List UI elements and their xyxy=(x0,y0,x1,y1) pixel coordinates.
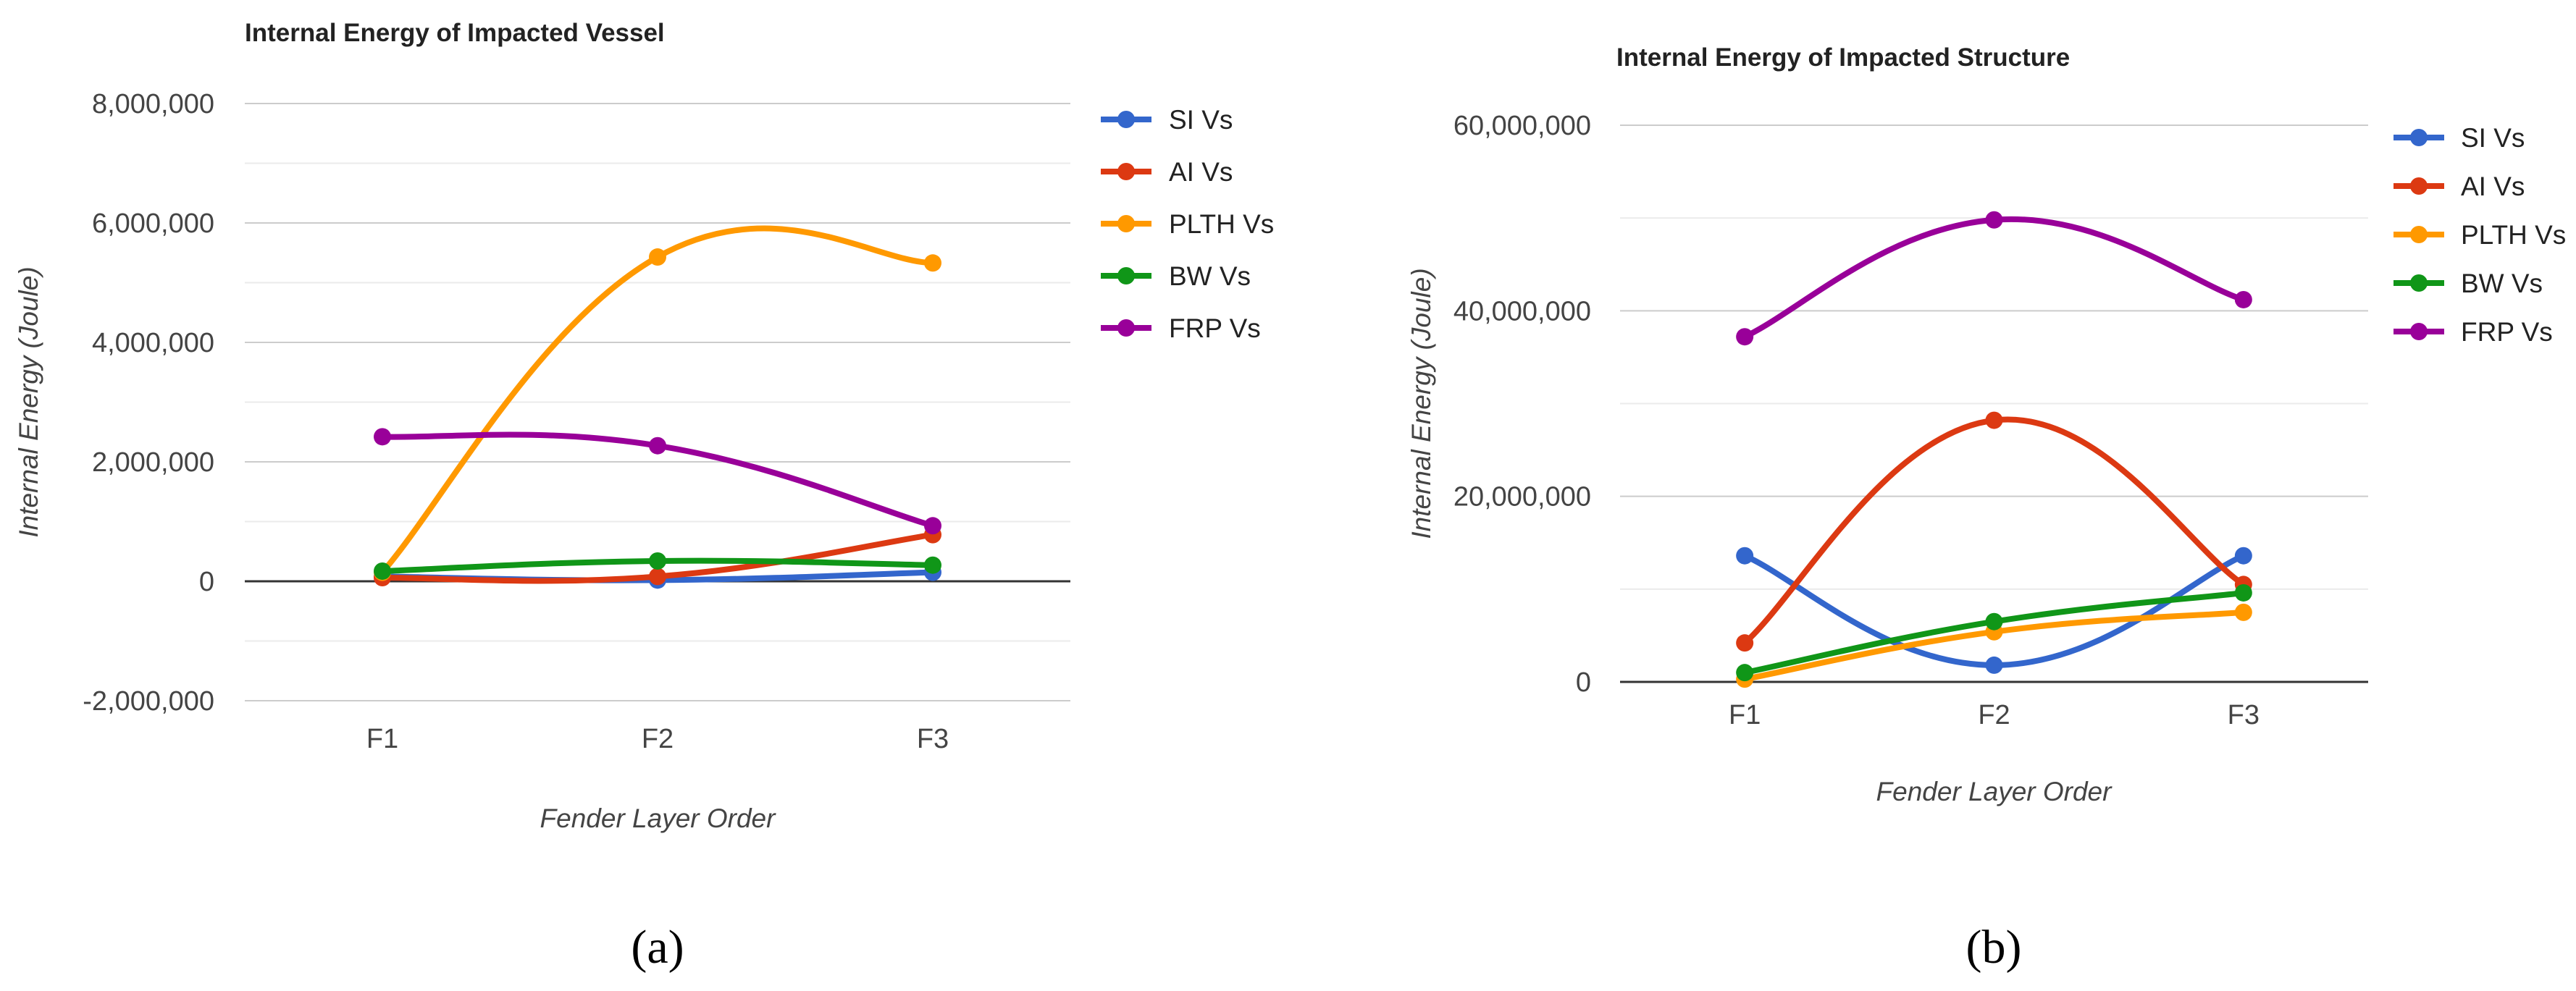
legend-marker-bw-vs xyxy=(1117,267,1135,284)
series-line-frp-vs xyxy=(1742,216,2246,340)
series-line-ai-vs xyxy=(1742,416,2246,646)
data-point-si-vs xyxy=(2234,547,2252,565)
data-point-ai-vs xyxy=(1736,634,1754,652)
data-point-frp-vs xyxy=(649,437,666,455)
chart-panel-a: Internal Energy of Impacted Vessel -2,000… xyxy=(14,19,1274,974)
data-point-plth-vs xyxy=(924,254,941,272)
legend-marker-si-vs xyxy=(1117,111,1135,128)
x-tick-label: F3 xyxy=(2228,700,2260,730)
y-tick-label: 4,000,000 xyxy=(92,328,214,358)
panel-caption: (a) xyxy=(631,921,684,974)
y-axis-label: Internal Energy (Joule) xyxy=(1406,268,1436,539)
legend-marker-plth-vs xyxy=(2410,226,2428,243)
x-tick-label: F2 xyxy=(1978,700,2010,730)
chart-panel-b: Internal Energy of Impacted Structure 0 20… xyxy=(1406,43,2566,974)
y-tick-label: 0 xyxy=(1576,667,1591,698)
data-point-frp-vs xyxy=(2234,290,2252,308)
legend-label-bw-vs: BW Vs xyxy=(2461,269,2543,298)
legend-label-plth-vs: PLTH Vs xyxy=(2461,220,2566,250)
y-tick-label: 8,000,000 xyxy=(92,89,214,119)
data-point-ai-vs xyxy=(1985,411,2003,429)
data-point-frp-vs xyxy=(1985,211,2003,229)
y-axis-label: Internal Energy (Joule) xyxy=(14,266,43,537)
chart-title: Internal Energy of Impacted Structure xyxy=(1616,43,2070,72)
data-point-si-vs xyxy=(1985,656,2003,674)
data-point-si-vs xyxy=(1736,547,1754,565)
legend-label-ai-vs: AI Vs xyxy=(2461,172,2525,201)
data-point-bw-vs xyxy=(2234,583,2252,602)
x-tick-label: F1 xyxy=(1729,700,1761,730)
data-point-frp-vs xyxy=(924,517,941,535)
y-tick-label: -2,000,000 xyxy=(83,686,214,717)
x-tick-label: F2 xyxy=(642,724,674,754)
legend-label-frp-vs: FRP Vs xyxy=(1169,313,1261,343)
data-point-frp-vs xyxy=(374,428,391,446)
chart-title: Internal Energy of Impacted Vessel xyxy=(245,19,665,47)
data-point-frp-vs xyxy=(1736,328,1754,346)
y-tick-label: 60,000,000 xyxy=(1453,111,1591,141)
data-point-bw-vs xyxy=(649,552,666,570)
y-tick-label: 2,000,000 xyxy=(92,447,214,478)
legend-marker-ai-vs xyxy=(2410,177,2428,195)
y-tick-label: 0 xyxy=(199,567,214,597)
y-tick-label: 20,000,000 xyxy=(1453,482,1591,513)
data-point-bw-vs xyxy=(924,556,941,574)
legend-label-si-vs: SI Vs xyxy=(1169,105,1233,135)
legend-label-frp-vs: FRP Vs xyxy=(2461,317,2553,347)
legend-label-si-vs: SI Vs xyxy=(2461,123,2525,153)
x-tick-label: F1 xyxy=(366,724,398,754)
x-tick-label: F3 xyxy=(917,724,949,754)
data-point-bw-vs xyxy=(1736,664,1754,682)
x-axis-label: Fender Layer Order xyxy=(1876,777,2113,806)
legend-marker-plth-vs xyxy=(1117,215,1135,232)
data-point-bw-vs xyxy=(374,562,391,580)
legend-marker-bw-vs xyxy=(2410,274,2428,292)
series-line-si-vs xyxy=(1742,552,2246,668)
x-axis-label: Fender Layer Order xyxy=(540,804,777,833)
legend-label-ai-vs: AI Vs xyxy=(1169,157,1233,187)
series-line-plth-vs xyxy=(379,225,936,575)
panel-caption: (b) xyxy=(1966,921,2022,974)
y-tick-label: 40,000,000 xyxy=(1453,296,1591,326)
legend-marker-ai-vs xyxy=(1117,163,1135,180)
legend-marker-si-vs xyxy=(2410,129,2428,146)
legend-label-bw-vs: BW Vs xyxy=(1169,261,1251,291)
data-point-plth-vs xyxy=(2234,603,2252,621)
legend-marker-frp-vs xyxy=(2410,323,2428,340)
data-point-ai-vs xyxy=(649,568,666,586)
y-tick-label: 6,000,000 xyxy=(92,208,214,239)
data-point-bw-vs xyxy=(1985,612,2003,631)
legend-label-plth-vs: PLTH Vs xyxy=(1169,209,1274,239)
data-point-plth-vs xyxy=(649,248,666,266)
legend-marker-frp-vs xyxy=(1117,319,1135,337)
